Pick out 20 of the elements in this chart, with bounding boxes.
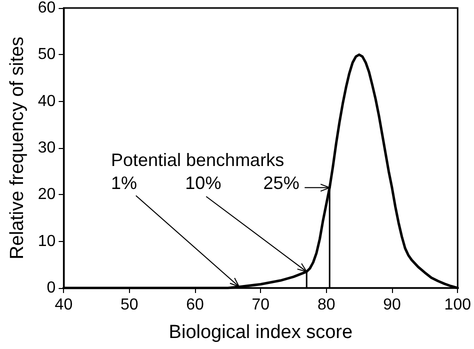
annotation: 1% [110,173,137,193]
x-tick-label: 60 [186,296,204,314]
x-tick-label: 40 [54,296,73,314]
x-tick-label: 100 [444,296,472,314]
x-axis-title: Biological index score [168,322,353,343]
y-tick-label: 40 [38,92,56,110]
annotation: 10% [185,173,222,193]
y-axis-title: Relative frequency of sites [7,36,28,260]
annotation: Potential benchmarks [110,150,284,170]
y-tick-label: 60 [38,0,56,16]
y-tick-label: 30 [38,140,56,156]
y-tick-label: 50 [38,46,56,64]
x-tick-label: 90 [383,296,401,314]
y-tick-label: 10 [38,232,56,250]
x-tick-label: 70 [252,296,270,314]
y-tick-label: 20 [38,186,56,204]
y-tick-label: 0 [46,280,56,296]
x-tick-label: 50 [120,296,138,314]
annotation: 25% [263,173,300,193]
x-tick-label: 80 [317,296,336,314]
